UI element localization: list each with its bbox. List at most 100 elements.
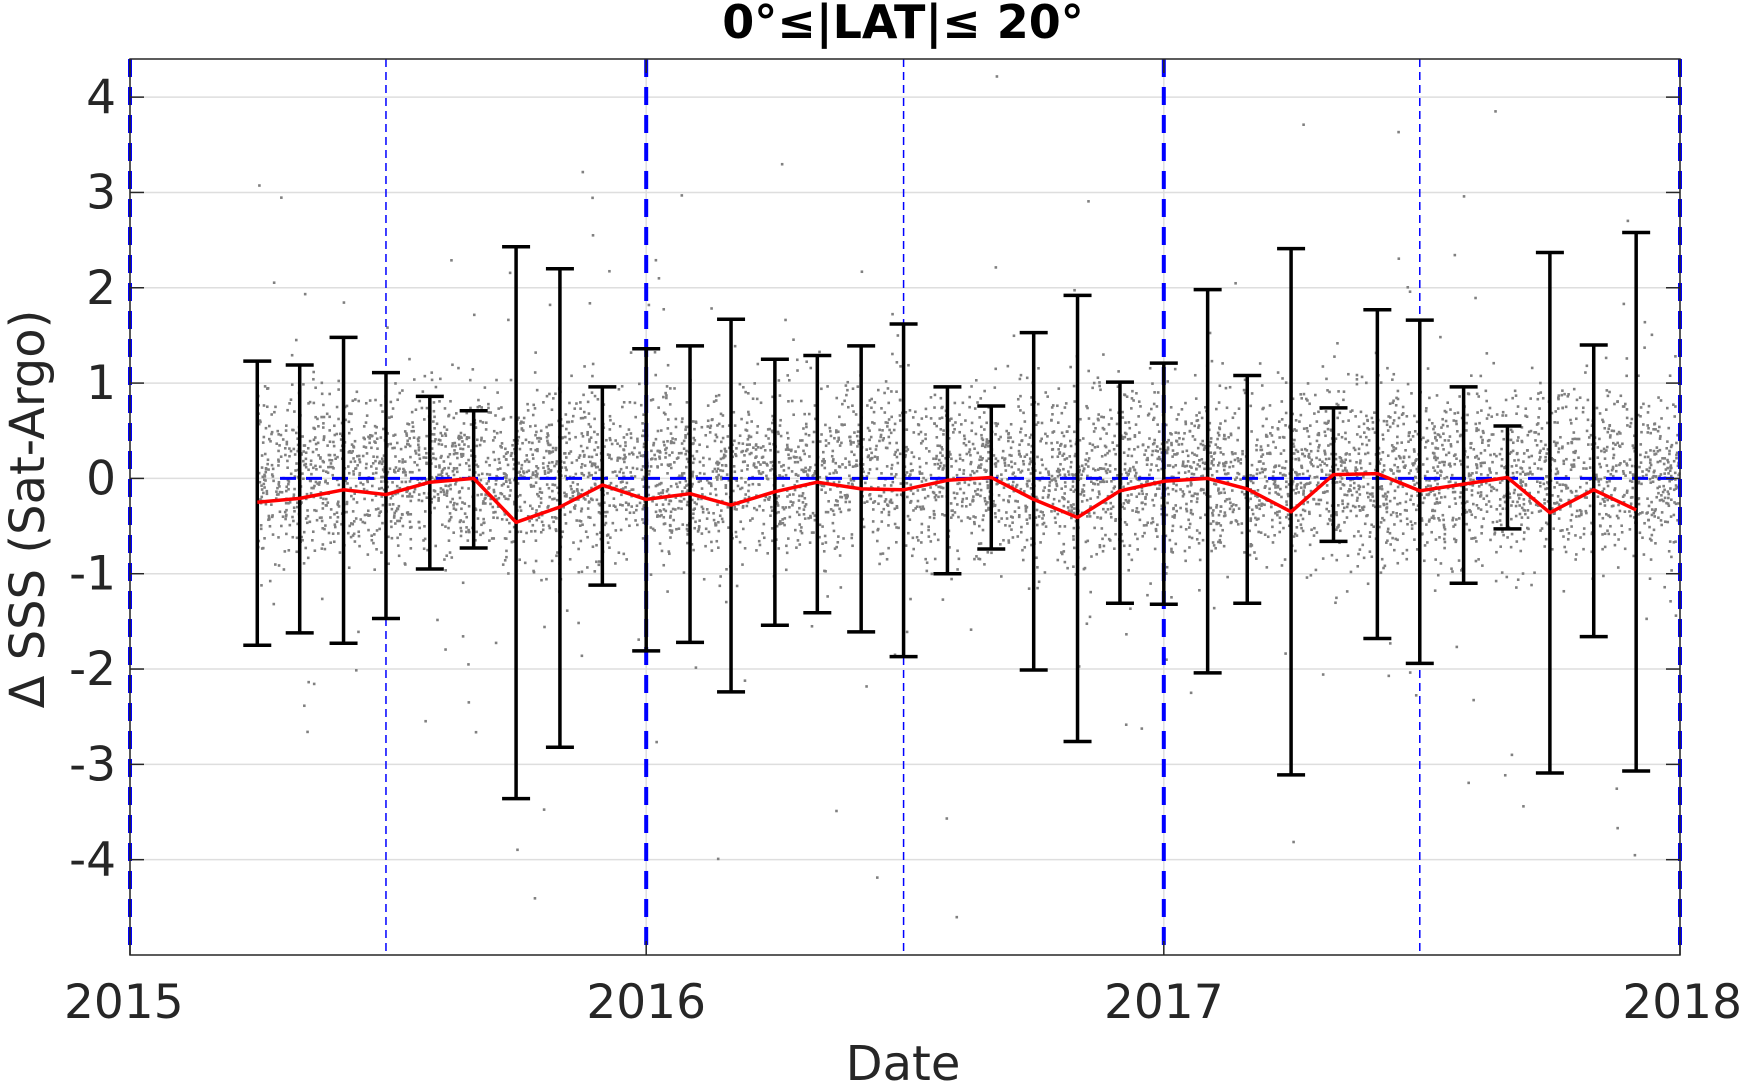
- scatter-point: [1570, 513, 1574, 517]
- scatter-point: [1578, 396, 1582, 399]
- scatter-point: [380, 495, 384, 498]
- scatter-point: [391, 481, 394, 484]
- scatter-point: [1656, 449, 1660, 453]
- scatter-point: [1316, 465, 1320, 469]
- scatter-point: [1310, 528, 1313, 532]
- scatter-point: [1014, 499, 1017, 503]
- scatter-point: [1388, 425, 1392, 429]
- scatter-point: [1521, 480, 1525, 484]
- scatter-point: [597, 502, 601, 506]
- scatter-point: [1028, 516, 1032, 520]
- scatter-point: [851, 404, 854, 407]
- scatter-point: [1319, 498, 1323, 502]
- scatter-point: [959, 487, 962, 491]
- scatter-point: [1070, 509, 1074, 512]
- scatter-point: [1396, 538, 1399, 542]
- scatter-point: [869, 485, 873, 489]
- scatter-point: [1474, 296, 1477, 300]
- scatter-point: [963, 481, 967, 484]
- scatter-point: [875, 539, 879, 543]
- scatter-point: [534, 424, 537, 428]
- scatter-point: [1370, 416, 1374, 420]
- scatter-point: [1443, 477, 1446, 480]
- scatter-point: [625, 466, 629, 469]
- scatter-point: [847, 460, 851, 464]
- scatter-point: [1148, 437, 1151, 440]
- scatter-point: [454, 444, 457, 448]
- scatter-point: [1269, 452, 1272, 456]
- scatter-point: [555, 516, 558, 520]
- scatter-point: [1601, 418, 1604, 422]
- scatter-point: [1078, 468, 1081, 472]
- scatter-point: [579, 520, 583, 523]
- scatter-point: [1072, 503, 1075, 506]
- scatter-point: [1086, 459, 1090, 463]
- scatter-point: [324, 504, 328, 507]
- scatter-point: [1315, 483, 1319, 487]
- scatter-point: [267, 437, 271, 441]
- scatter-point: [1096, 496, 1100, 499]
- scatter-point: [467, 436, 471, 439]
- scatter-point: [608, 269, 611, 273]
- scatter-point: [1395, 511, 1398, 515]
- scatter-point: [507, 497, 510, 501]
- scatter-point: [744, 493, 747, 496]
- scatter-point: [1357, 425, 1361, 428]
- scatter-point: [1458, 495, 1462, 499]
- scatter-point: [517, 416, 520, 420]
- scatter-point: [1184, 528, 1188, 531]
- scatter-point: [1500, 464, 1503, 468]
- scatter-point: [891, 352, 894, 356]
- scatter-point: [1215, 506, 1218, 509]
- scatter-point: [717, 461, 721, 465]
- scatter-point: [1087, 512, 1091, 515]
- scatter-point: [614, 529, 618, 532]
- scatter-point: [1491, 520, 1495, 524]
- scatter-point: [417, 448, 421, 452]
- scatter-point: [1114, 532, 1117, 536]
- scatter-point: [608, 436, 612, 440]
- scatter-point: [912, 455, 916, 459]
- scatter-point: [1633, 434, 1636, 438]
- scatter-point: [951, 423, 955, 427]
- scatter-point: [1490, 433, 1494, 436]
- scatter-point: [1571, 465, 1574, 469]
- scatter-point: [1126, 437, 1130, 441]
- scatter-point: [675, 482, 678, 486]
- scatter-point: [300, 535, 303, 539]
- scatter-point: [1599, 502, 1602, 506]
- scatter-point: [1260, 448, 1264, 452]
- scatter-point: [1451, 518, 1454, 522]
- scatter-point: [595, 560, 598, 564]
- scatter-point: [818, 350, 821, 354]
- scatter-point: [1533, 431, 1536, 434]
- scatter-point: [1185, 509, 1189, 513]
- scatter-point: [280, 524, 283, 528]
- scatter-point: [1667, 496, 1670, 500]
- scatter-point: [1604, 356, 1608, 360]
- scatter-point: [702, 464, 705, 467]
- scatter-point: [503, 472, 506, 476]
- scatter-point: [1124, 421, 1127, 424]
- scatter-point: [1432, 466, 1435, 469]
- scatter-point: [1444, 419, 1448, 423]
- scatter-point: [841, 402, 844, 406]
- scatter-point: [1502, 533, 1505, 537]
- scatter-point: [502, 495, 506, 498]
- scatter-point: [258, 419, 262, 422]
- scatter-point: [1335, 558, 1339, 562]
- scatter-point: [763, 448, 767, 452]
- scatter-point: [870, 451, 873, 455]
- scatter-point: [1274, 486, 1277, 489]
- scatter-point: [1350, 493, 1354, 497]
- scatter-point: [1391, 401, 1395, 405]
- scatter-point: [1192, 461, 1196, 464]
- scatter-point: [1069, 439, 1072, 443]
- scatter-point: [540, 520, 544, 524]
- scatter-point: [768, 495, 772, 499]
- scatter-point: [1596, 456, 1600, 459]
- scatter-point: [763, 498, 767, 502]
- scatter-point: [1160, 504, 1164, 508]
- scatter-point: [1645, 617, 1648, 621]
- scatter-point: [604, 521, 608, 525]
